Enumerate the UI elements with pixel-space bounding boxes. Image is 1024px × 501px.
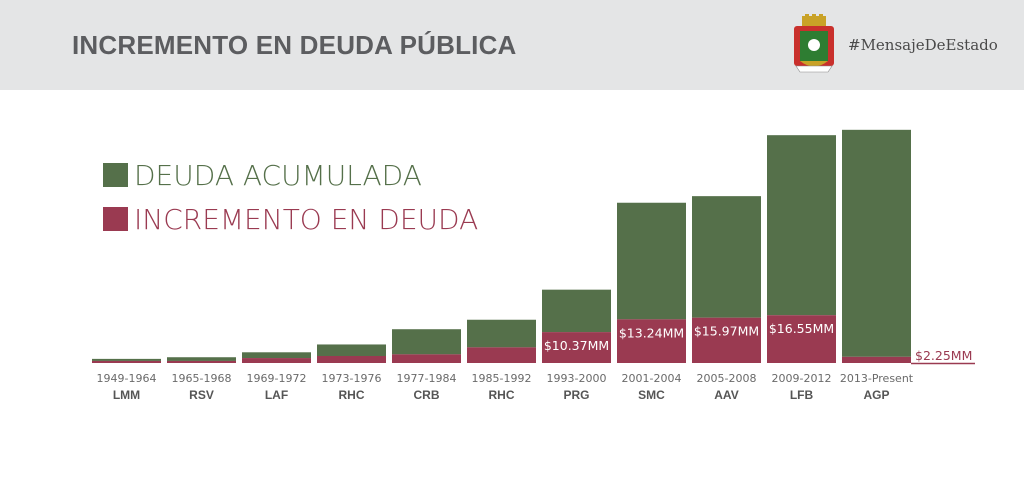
x-sublabel-10: AGP	[863, 388, 889, 402]
x-sublabel-6: PRG	[563, 388, 589, 402]
bar-incremento-3	[317, 355, 386, 363]
x-tick-label-7: 2001-2004	[622, 372, 682, 385]
data-label-9: $16.55MM	[769, 321, 834, 336]
bar-deuda-acumulada-2	[242, 352, 311, 359]
coat-of-arms-logo	[794, 14, 834, 73]
bar-incremento-1	[167, 360, 236, 363]
bar-deuda-acumulada-8	[692, 196, 761, 318]
bar-incremento-5	[467, 347, 536, 363]
bar-incremento-0	[92, 360, 161, 363]
x-tick-label-6: 1993-2000	[547, 372, 607, 385]
bar-incremento-6	[542, 332, 611, 363]
x-tick-label-5: 1985-1992	[472, 372, 532, 385]
bar-deuda-acumulada-5	[467, 319, 536, 348]
bar-deuda-acumulada-7	[617, 202, 686, 320]
x-sublabel-2: LAF	[265, 388, 288, 402]
x-sublabel-9: LFB	[790, 388, 814, 402]
bar-deuda-acumulada-9	[767, 135, 836, 316]
x-tick-label-4: 1977-1984	[397, 372, 457, 385]
x-tick-label-9: 2009-2012	[772, 372, 832, 385]
bar-incremento-2	[242, 358, 311, 363]
x-sublabel-8: AAV	[714, 388, 738, 402]
hashtag-label: #MensajeDeEstado	[848, 36, 998, 54]
bar-incremento-4	[392, 354, 461, 363]
bar-deuda-acumulada-10	[842, 129, 911, 357]
header-bar	[0, 0, 1024, 90]
bar-deuda-acumulada-3	[317, 344, 386, 356]
legend-swatch-deuda-acumulada	[103, 163, 128, 187]
bar-incremento-9	[767, 315, 836, 363]
x-sublabel-5: RHC	[489, 388, 515, 402]
x-sublabel-7: SMC	[638, 388, 665, 402]
x-sublabel-1: RSV	[189, 388, 214, 402]
legend-label-incremento: INCREMENTO EN DEUDA	[134, 202, 479, 236]
page-title: INCREMENTO EN DEUDA PÚBLICA	[72, 30, 517, 60]
data-label-7: $13.24MM	[619, 325, 684, 340]
x-tick-label-3: 1973-1976	[322, 372, 382, 385]
bar-deuda-acumulada-1	[167, 357, 236, 361]
legend-label-deuda-acumulada: DEUDA ACUMULADA	[134, 158, 422, 192]
x-tick-label-2: 1969-1972	[247, 372, 307, 385]
bar-deuda-acumulada-0	[92, 358, 161, 361]
x-tick-label-0: 1949-1964	[97, 372, 157, 385]
legend-item-deuda-acumulada: DEUDA ACUMULADA	[103, 158, 422, 192]
data-label-8: $15.97MM	[694, 324, 759, 339]
data-label-10: $2.25MM	[915, 348, 972, 363]
bar-incremento-7	[617, 319, 686, 363]
x-sublabel-3: RHC	[339, 388, 365, 402]
bar-deuda-acumulada-6	[542, 289, 611, 333]
legend-swatch-incremento	[103, 207, 128, 231]
bar-incremento-8	[692, 317, 761, 363]
bar-incremento-10	[842, 356, 911, 363]
data-label-6: $10.37MM	[544, 338, 609, 353]
x-tick-label-1: 1965-1968	[172, 372, 232, 385]
legend-item-incremento: INCREMENTO EN DEUDA	[103, 202, 479, 236]
x-tick-label-10: 2013-Present	[840, 372, 914, 385]
x-tick-label-8: 2005-2008	[697, 372, 757, 385]
bar-deuda-acumulada-4	[392, 329, 461, 355]
x-sublabel-4: CRB	[414, 388, 440, 402]
x-sublabel-0: LMM	[113, 388, 140, 402]
